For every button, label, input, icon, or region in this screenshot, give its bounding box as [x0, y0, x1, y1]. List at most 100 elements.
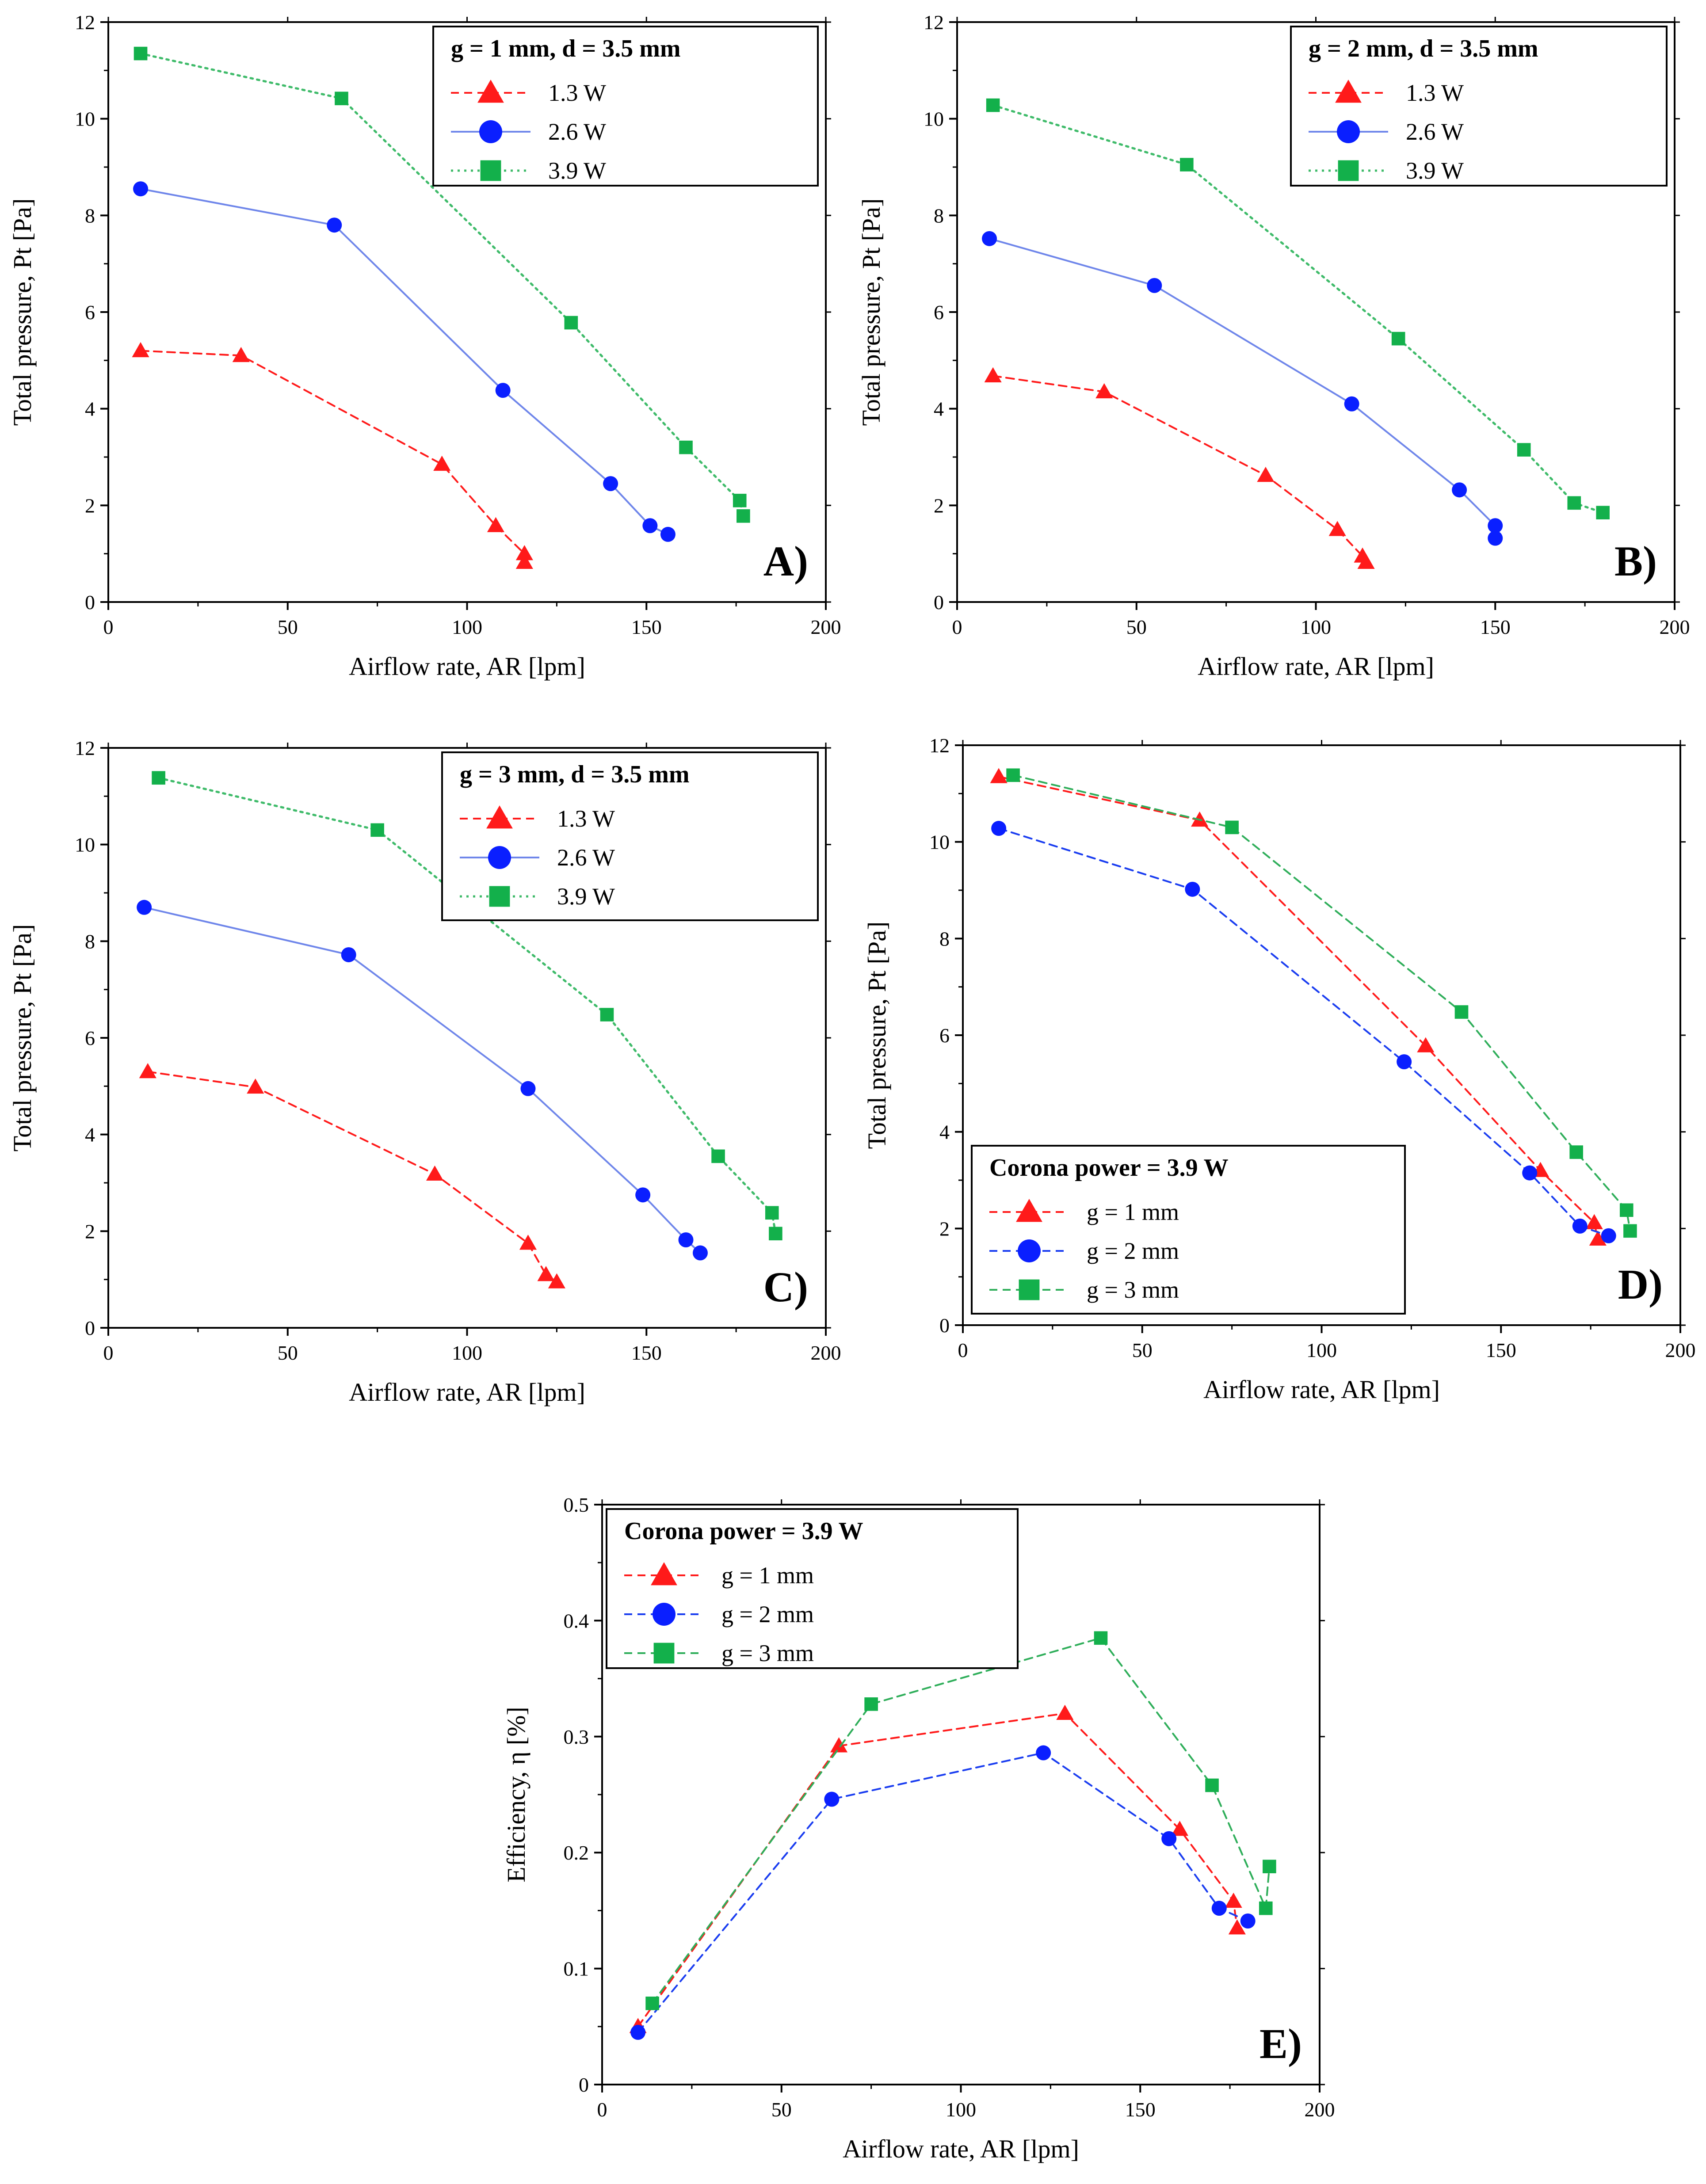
x-tick-label: 200 — [1665, 1339, 1696, 1361]
legend-entry-label: g = 3 mm — [1087, 1277, 1179, 1303]
data-point — [1569, 1145, 1583, 1159]
data-point — [765, 1206, 779, 1220]
legend-marker — [1019, 1279, 1040, 1300]
x-tick-label: 50 — [1132, 1339, 1153, 1361]
data-point — [1257, 466, 1275, 482]
y-tick-label: 2 — [939, 1217, 950, 1240]
legend-title: Corona power = 3.9 W — [989, 1154, 1229, 1182]
legend-marker — [1337, 120, 1360, 143]
x-tick-label: 200 — [1305, 2098, 1335, 2121]
y-tick-label: 12 — [75, 737, 95, 759]
x-tick-label: 100 — [452, 616, 482, 638]
data-point — [1328, 521, 1346, 536]
y-axis-label: Efficiency, η [%] — [502, 1707, 531, 1882]
data-point — [247, 1078, 264, 1094]
data-point — [1095, 383, 1113, 399]
legend: Corona power = 3.9 W g = 1 mm g = 2 mm g = … — [606, 1508, 1019, 1669]
x-tick-label: 50 — [1126, 616, 1147, 638]
chart-panel-c: 0 50 100 150 200 0 2 4 6 8 10 12 Airflow rate, AR [l… — [8, 737, 841, 1406]
data-point — [1454, 1005, 1469, 1019]
y-tick-label: 2 — [85, 1220, 95, 1243]
data-point — [519, 1235, 537, 1250]
x-tick-label: 50 — [278, 616, 298, 638]
x-tick-label: 0 — [597, 2098, 607, 2121]
legend-entry-label: 3.9 W — [548, 157, 606, 184]
data-point — [864, 1697, 878, 1711]
legend-entry-label: 3.9 W — [557, 883, 615, 910]
data-point — [1180, 158, 1194, 172]
data-point — [133, 181, 149, 197]
legend-marker — [653, 1643, 675, 1664]
x-tick-label: 50 — [278, 1342, 298, 1364]
data-point — [537, 1266, 555, 1281]
y-tick-label: 8 — [939, 927, 950, 950]
data-point — [830, 1737, 848, 1753]
data-point — [1006, 768, 1020, 782]
legend-marker — [1335, 80, 1362, 103]
data-point — [711, 1149, 725, 1163]
data-point — [1589, 1230, 1607, 1246]
legend-entry-label: 2.6 W — [1406, 118, 1464, 145]
x-axis-label: Airflow rate, AR [lpm] — [1198, 652, 1434, 681]
x-tick-label: 150 — [631, 616, 662, 638]
data-point — [1391, 332, 1405, 346]
data-point — [1225, 1892, 1242, 1908]
chart-panel-b: 0 50 100 150 200 0 2 4 6 8 10 12 Airflow rate, AR [l… — [857, 11, 1690, 681]
data-point — [1488, 518, 1503, 534]
y-tick-label: 4 — [85, 398, 95, 420]
data-point — [630, 2024, 646, 2040]
legend-entry-label: g = 3 mm — [721, 1640, 814, 1666]
legend: Corona power = 3.9 W g = 1 mm g = 2 mm g = … — [971, 1145, 1406, 1315]
y-tick-label: 0.5 — [564, 1494, 589, 1516]
chart-panel-d: 0 50 100 150 200 0 2 4 6 8 10 12 Airflow rate, AR [l… — [863, 734, 1696, 1404]
data-point — [1036, 1745, 1051, 1761]
y-tick-label: 2 — [85, 494, 95, 517]
data-point — [1596, 506, 1610, 520]
data-point — [1161, 1831, 1177, 1846]
y-tick-label: 10 — [75, 108, 95, 130]
data-point — [335, 91, 348, 106]
data-point — [139, 1063, 156, 1079]
data-point — [679, 440, 693, 454]
x-tick-label: 100 — [1306, 1339, 1337, 1361]
data-point — [433, 455, 451, 471]
x-tick-label: 100 — [946, 2098, 976, 2121]
legend-entry-label: 2.6 W — [557, 844, 615, 871]
y-tick-label: 6 — [85, 1027, 95, 1049]
data-point — [327, 217, 342, 233]
legend-marker — [1016, 1199, 1042, 1222]
panel-label: C) — [763, 1263, 808, 1311]
data-point — [733, 494, 747, 507]
y-axis-label: Total pressure, Pt [Pa] — [8, 198, 37, 426]
data-point — [520, 1081, 536, 1096]
data-point — [1517, 443, 1531, 457]
y-tick-label: 8 — [934, 204, 944, 227]
x-tick-label: 150 — [1486, 1339, 1516, 1361]
x-tick-label: 200 — [811, 616, 841, 638]
data-point — [1397, 1054, 1412, 1070]
panel-label: A) — [763, 537, 808, 585]
x-tick-label: 50 — [771, 2098, 792, 2121]
data-point — [548, 1273, 565, 1288]
legend-box — [1290, 26, 1668, 187]
x-tick-label: 100 — [1301, 616, 1331, 638]
x-tick-label: 150 — [1125, 2098, 1156, 2121]
data-point — [986, 98, 1000, 112]
x-tick-label: 150 — [1480, 616, 1511, 638]
x-axis-label: Airflow rate, AR [lpm] — [843, 2134, 1079, 2163]
legend-entry-label: 1.3 W — [548, 80, 606, 106]
data-point — [1585, 1214, 1603, 1229]
data-point — [642, 518, 658, 534]
data-point — [678, 1232, 694, 1248]
data-point — [1567, 496, 1581, 510]
legend-entry-label: g = 2 mm — [1087, 1238, 1179, 1264]
data-point — [1171, 1821, 1189, 1836]
y-tick-label: 0.1 — [564, 1958, 589, 1980]
legend-marker — [479, 120, 502, 143]
legend-entry-label: 3.9 W — [1406, 157, 1464, 184]
legend: g = 2 mm, d = 3.5 mm 1.3 W 2.6 W 3.9 W — [1290, 26, 1668, 187]
legend-entry-label: g = 1 mm — [1087, 1199, 1179, 1225]
legend-marker — [486, 805, 513, 829]
y-tick-label: 10 — [75, 834, 95, 856]
data-point — [737, 509, 750, 523]
